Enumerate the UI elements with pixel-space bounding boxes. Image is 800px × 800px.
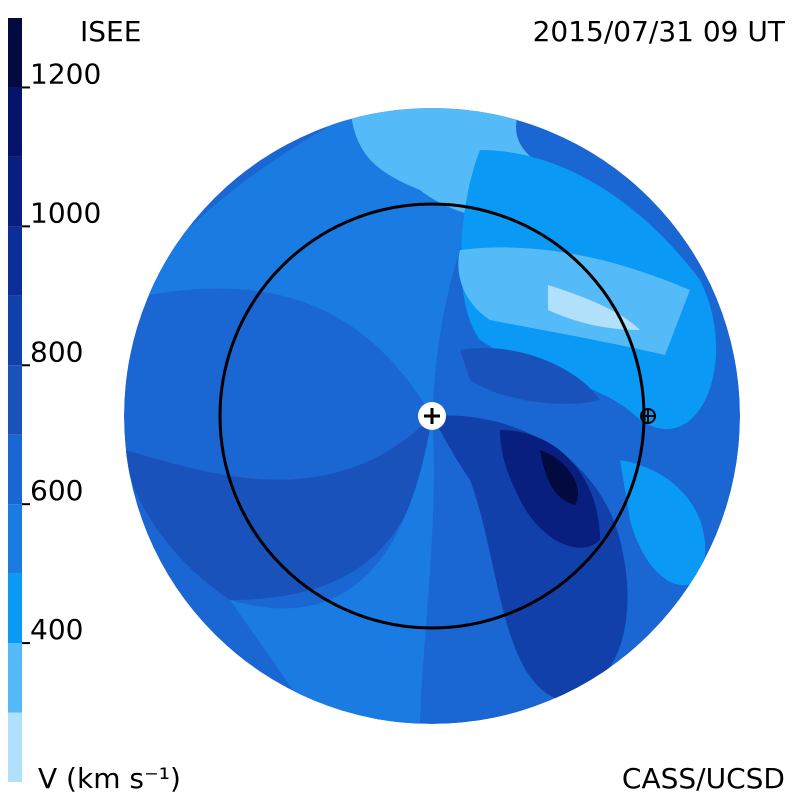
colorbar-band bbox=[8, 295, 22, 366]
colorbar-band bbox=[8, 226, 22, 296]
sun-marker bbox=[418, 402, 446, 430]
colorbar-band bbox=[8, 156, 22, 227]
colorbar-tick-label: 800 bbox=[30, 335, 83, 368]
colorbar-band bbox=[8, 504, 22, 574]
colorbar: 400 600 800 1000 1200 bbox=[8, 18, 101, 782]
colorbar-band bbox=[8, 18, 22, 88]
credit: CASS/UCSD bbox=[622, 762, 785, 795]
colorbar-tick-label: 600 bbox=[30, 474, 83, 507]
colorbar-tick-label: 400 bbox=[30, 613, 83, 646]
earth-marker bbox=[640, 408, 656, 424]
colorbar-band bbox=[8, 434, 22, 505]
contour-map bbox=[124, 108, 740, 724]
colorbar-band bbox=[8, 643, 22, 713]
colorbar-tick-label: 1000 bbox=[30, 196, 101, 229]
colorbar-band bbox=[8, 365, 22, 435]
timestamp: 2015/07/31 09 UT bbox=[533, 15, 786, 48]
source-label: ISEE bbox=[80, 15, 141, 48]
colorbar-band bbox=[8, 712, 22, 782]
colorbar-band bbox=[8, 87, 22, 157]
colorbar-label: V (km s⁻¹) bbox=[38, 762, 181, 795]
colorbar-band bbox=[8, 573, 22, 644]
colorbar-tick-label: 1200 bbox=[30, 57, 101, 90]
